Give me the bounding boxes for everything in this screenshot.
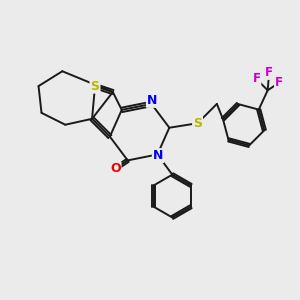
Text: O: O	[110, 162, 121, 175]
Text: S: S	[91, 80, 100, 93]
Text: F: F	[275, 76, 283, 89]
Text: N: N	[147, 94, 157, 107]
Text: S: S	[193, 117, 202, 130]
Text: N: N	[153, 149, 163, 162]
Text: F: F	[265, 66, 273, 79]
Text: F: F	[252, 73, 260, 85]
